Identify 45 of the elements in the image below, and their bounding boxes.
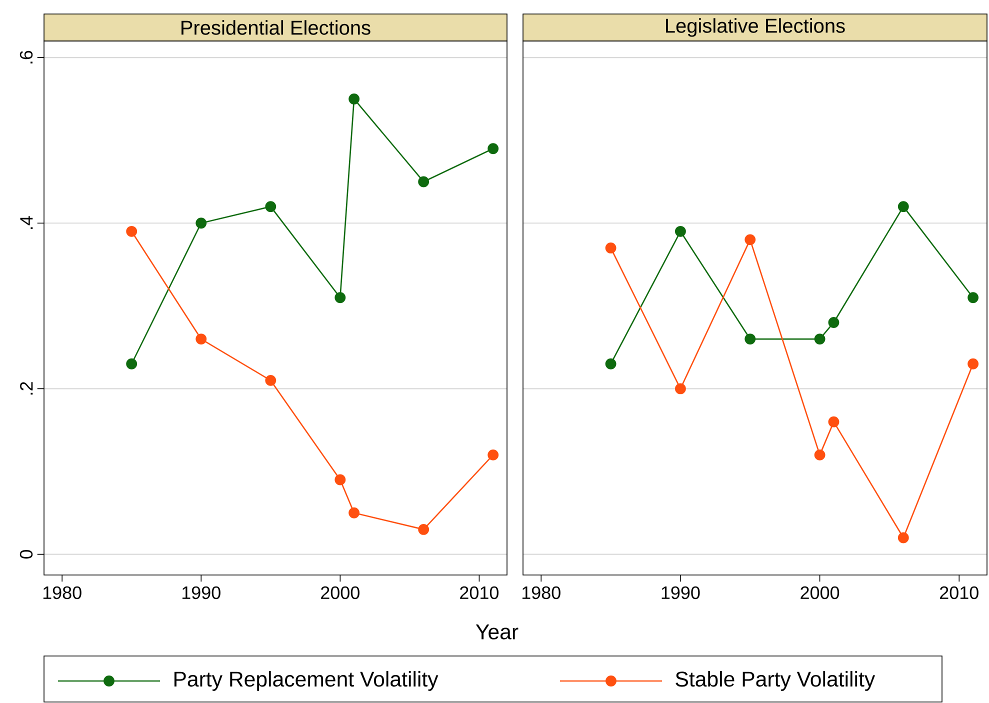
legend-label: Stable Party Volatility bbox=[676, 671, 876, 691]
x-tick-label: 2010 bbox=[940, 586, 978, 600]
chart-title: Legislative Elections bbox=[666, 18, 845, 37]
x-tick-label: 2000 bbox=[800, 586, 840, 600]
y-tick-label: .2 bbox=[20, 382, 33, 395]
point bbox=[348, 93, 360, 104]
x-tick-label: 1980 bbox=[522, 586, 560, 600]
point bbox=[828, 317, 840, 328]
x-tick-label: 2010 bbox=[460, 586, 499, 600]
point bbox=[196, 334, 207, 345]
point bbox=[334, 474, 346, 486]
point bbox=[968, 292, 979, 304]
y-tick-label: 0 bbox=[20, 550, 33, 559]
point bbox=[674, 226, 686, 237]
point bbox=[744, 334, 756, 345]
point bbox=[126, 226, 138, 237]
point bbox=[744, 234, 756, 246]
point bbox=[828, 416, 840, 428]
x-tick-label: 1980 bbox=[43, 586, 82, 600]
point bbox=[265, 201, 276, 212]
point bbox=[126, 358, 138, 370]
x-axis-title: Year bbox=[476, 624, 518, 640]
point bbox=[674, 383, 686, 394]
chart-title: Presidential Elections bbox=[182, 20, 370, 35]
point bbox=[488, 449, 499, 460]
point bbox=[605, 358, 616, 370]
x-tick-label: 1990 bbox=[182, 586, 220, 600]
point bbox=[488, 143, 499, 154]
point bbox=[418, 524, 430, 535]
point bbox=[814, 334, 826, 345]
point bbox=[334, 292, 346, 304]
y-tick-label: .4 bbox=[20, 216, 33, 229]
point bbox=[418, 176, 430, 188]
x-tick-label: 2000 bbox=[321, 586, 360, 600]
point bbox=[898, 201, 909, 212]
point bbox=[196, 218, 207, 229]
x-tick-label: 1990 bbox=[662, 586, 700, 600]
legend-label: Party Replacement Volatility bbox=[174, 671, 438, 691]
point bbox=[968, 358, 979, 370]
y-tick-label: .6 bbox=[20, 50, 33, 64]
point bbox=[348, 507, 360, 518]
point bbox=[605, 242, 616, 254]
point bbox=[898, 532, 909, 544]
point bbox=[265, 374, 276, 386]
point bbox=[814, 449, 826, 460]
